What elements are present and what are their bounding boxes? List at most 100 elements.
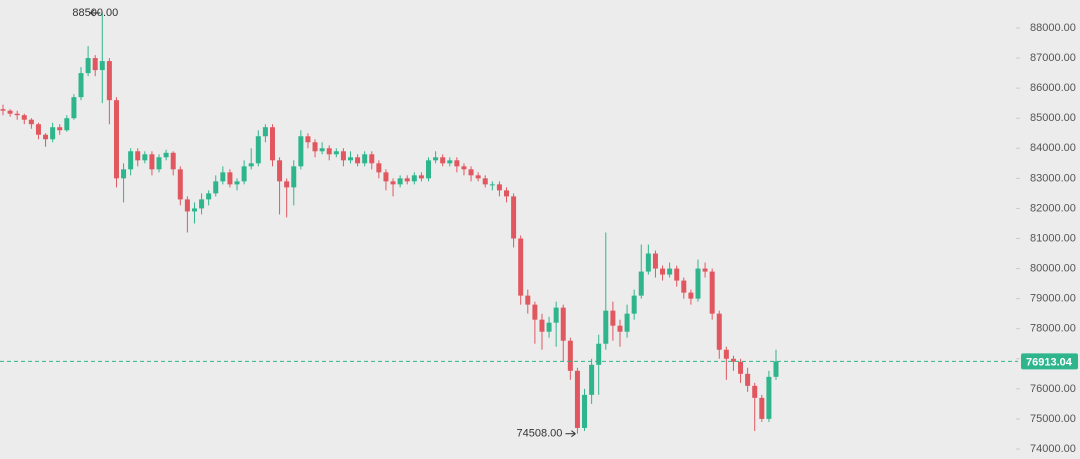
candle-body [567,340,573,371]
candle-body [596,343,602,365]
y-tick-label: 87000.00 [1030,52,1076,64]
candle-body [7,110,13,114]
last-price-label: 76913.04 [1026,356,1073,368]
candle-body [326,148,332,155]
candle-body [475,175,481,179]
candle-body [603,310,609,344]
candle-body [553,307,559,323]
candle-body [362,154,368,164]
candle-body [163,152,169,158]
candle-body [518,238,524,296]
last-price-badge [1021,353,1078,370]
candle-body [504,190,510,197]
candle-body [525,295,531,305]
candle-body [496,184,502,191]
candle-body [291,166,297,188]
y-tick-label: 74000.00 [1030,443,1076,455]
candle-body [681,280,687,293]
candle-body [156,157,162,170]
candle-body [574,370,580,428]
candle-body [482,178,488,185]
candle-body [43,134,49,140]
candle-body [50,127,56,140]
candle-body [404,178,410,182]
candle-body [624,313,630,332]
high-arrow-head [89,9,95,17]
candle-body [716,313,722,350]
candle-body [319,148,325,152]
candle-body [135,151,141,161]
candle-body [532,304,538,320]
low-arrow-head [571,430,576,438]
candle-body [220,172,226,182]
candle-body [702,268,708,272]
candle-body [234,181,240,185]
candle-body [305,136,311,143]
y-tick-label: 83000.00 [1030,172,1076,184]
candle-body [142,154,148,161]
candle-body [723,349,729,359]
candle-body [745,373,751,386]
candle-body [128,151,134,170]
candle-body [589,364,595,395]
y-tick-label: 79000.00 [1030,293,1076,305]
candle-body [298,136,304,167]
candle-body [14,113,20,116]
candle-body [333,151,339,155]
candle-body [78,73,84,98]
candle-body [191,208,197,212]
candle-body [440,157,446,164]
candle-body [454,160,460,167]
candle-body [645,253,651,272]
candle-body [312,142,318,152]
candle-body [57,127,63,131]
y-tick-label: 84000.00 [1030,142,1076,154]
candle-body [241,166,247,182]
candle-body [660,268,666,275]
candle-body [92,58,98,71]
y-tick-label: 75000.00 [1030,413,1076,425]
candle-body [206,193,212,200]
candle-body [617,325,623,332]
candle-body [447,160,453,164]
candle-body [113,100,119,179]
candle-body [730,358,736,362]
candle-body [433,157,439,161]
candle-body [71,97,77,119]
candle-body [213,181,219,194]
candle-body [347,157,353,161]
candle-body [667,268,673,275]
y-tick-label: 85000.00 [1030,112,1076,124]
candle-body [759,397,765,419]
candle-body [0,109,6,111]
candle-body [461,166,467,170]
candle-body [638,271,644,296]
candle-body [539,319,545,332]
y-tick-label: 80000.00 [1030,262,1076,274]
candle-body [709,271,715,314]
candle-body [248,163,254,167]
y-tick-label: 81000.00 [1030,232,1076,244]
y-tick-label: 88000.00 [1030,22,1076,34]
candle-body [383,172,389,182]
candle-body [170,152,176,170]
y-tick-label: 86000.00 [1030,82,1076,94]
candle-body [652,253,658,269]
candle-body [773,361,779,377]
candle-body [560,307,566,341]
candle-body [738,361,744,374]
candle-body [355,157,361,164]
candle-body [85,58,91,74]
candle-body [397,178,403,185]
candle-body [390,181,396,185]
candle-body [610,310,616,326]
candle-body [255,136,261,164]
candle-body [106,61,112,101]
candle-body [376,163,382,173]
candle-body [177,169,183,200]
candle-body [688,292,694,299]
candle-body [546,322,552,332]
candle-body [369,154,375,164]
y-tick-label: 76000.00 [1030,383,1076,395]
